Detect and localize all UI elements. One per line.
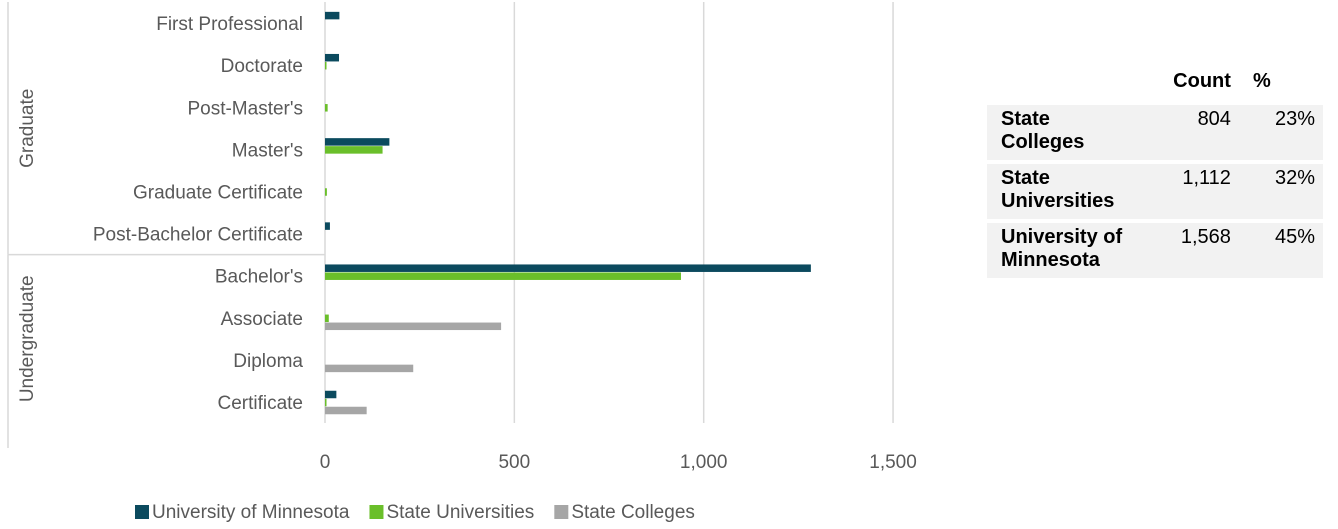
group-label: Graduate	[17, 89, 38, 168]
table-row-count: 804	[1139, 105, 1239, 164]
category-label: Graduate Certificate	[133, 182, 303, 203]
category-label: First Professional	[156, 14, 303, 35]
category-label: Bachelor's	[215, 267, 303, 288]
bar	[325, 138, 390, 146]
category-label: Post-Master's	[187, 98, 303, 119]
table-row-pct: 45%	[1238, 221, 1323, 282]
legend-swatch	[369, 505, 384, 519]
category-label: Diploma	[233, 351, 303, 372]
table-row-name: University of Minnesota	[987, 221, 1139, 282]
table-row: State Universities 1,112 32%	[987, 162, 1323, 223]
category-label: Associate	[221, 309, 303, 330]
table-row-pct: 23%	[1238, 105, 1323, 164]
legend-swatch	[135, 505, 149, 519]
bar	[325, 188, 327, 196]
x-tick-label: 1,500	[869, 452, 917, 473]
bar	[325, 146, 383, 154]
bar	[325, 406, 367, 415]
table-header-blank	[987, 64, 1139, 105]
bar	[325, 53, 340, 62]
bar	[325, 364, 414, 373]
table-header-pct: %	[1238, 64, 1323, 105]
bar	[325, 322, 502, 331]
table-row: University of Minnesota 1,568 45%	[987, 221, 1323, 282]
bar	[325, 314, 329, 323]
legend-label: State Universities	[386, 502, 534, 523]
table-row-count: 1,568	[1139, 221, 1239, 282]
category-label: Master's	[232, 140, 303, 161]
x-tick-label: 1,000	[680, 452, 728, 473]
category-label: Post-Bachelor Certificate	[93, 225, 303, 246]
bar	[325, 390, 337, 399]
group-label: Undergraduate	[17, 275, 38, 402]
table-row-name: State Universities	[987, 162, 1139, 223]
bar	[325, 272, 681, 280]
category-label: Certificate	[217, 393, 303, 414]
table-header-count: Count	[1139, 64, 1239, 105]
table-row-pct: 32%	[1238, 162, 1323, 223]
summary-table: Count % State Colleges 804 23% State Uni…	[987, 64, 1323, 282]
legend-label: State Colleges	[571, 502, 695, 523]
bar	[325, 104, 328, 112]
category-label: Doctorate	[221, 56, 303, 77]
legend-label: University of Minnesota	[152, 502, 350, 523]
x-tick-label: 0	[320, 452, 331, 473]
legend-swatch	[554, 505, 569, 519]
bar	[325, 222, 330, 230]
table-row-count: 1,112	[1139, 162, 1239, 223]
x-tick-label: 500	[498, 452, 530, 473]
table-header-row: Count %	[987, 64, 1323, 105]
table-row-name: State Colleges	[987, 105, 1139, 164]
bar	[325, 61, 327, 70]
bar	[325, 264, 811, 272]
bar	[325, 11, 340, 20]
table-row: State Colleges 804 23%	[987, 105, 1323, 164]
bar	[325, 398, 327, 407]
